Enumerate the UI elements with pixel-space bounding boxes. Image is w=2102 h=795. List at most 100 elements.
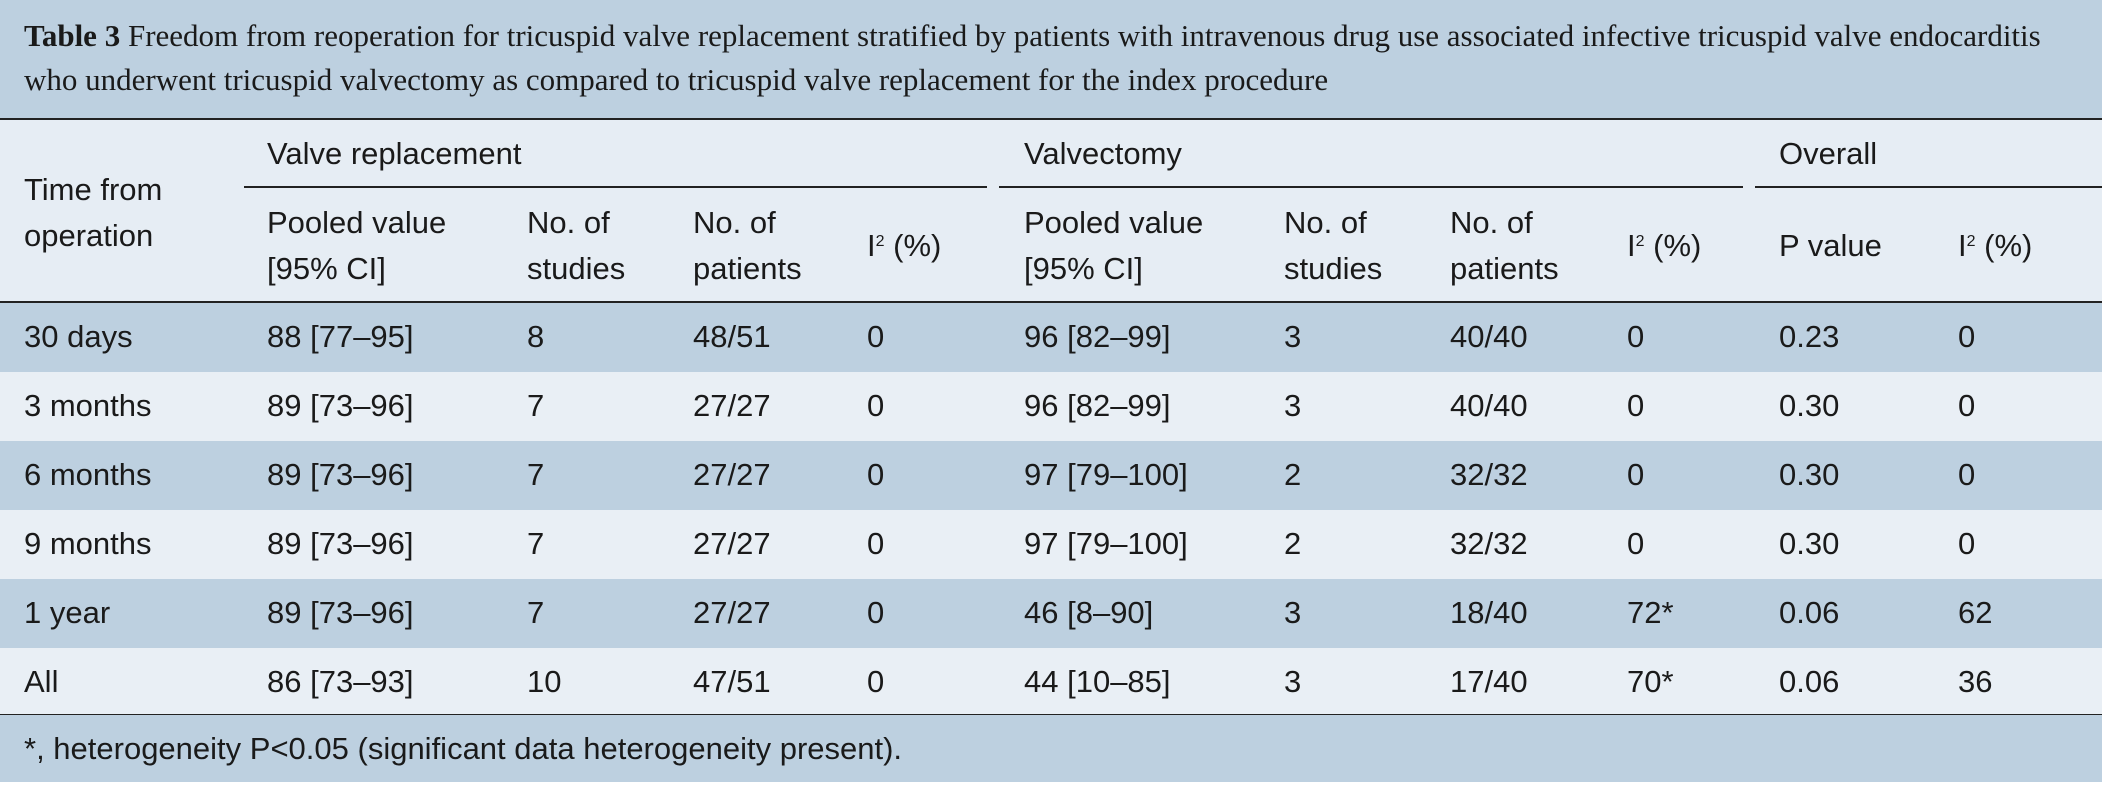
cell-vt-pooled: 44 [10–85] — [1024, 664, 1171, 699]
cell-vt-studies: 3 — [1284, 319, 1302, 354]
cell-vr-studies: 8 — [527, 319, 545, 354]
cell-vr-i2: 0 — [867, 388, 885, 423]
cell-vt-i2: 0 — [1627, 526, 1645, 561]
table-caption: Table 3 Freedom from reoperation for tri… — [0, 0, 2102, 119]
cell-vr-i2: 0 — [867, 526, 885, 561]
cell-vt-patients: 32/32 — [1450, 526, 1528, 561]
cell-vr-i2: 0 — [867, 664, 885, 699]
cell-vt-pooled: 46 [8–90] — [1024, 595, 1154, 630]
cell-vr-pooled: 88 [77–95] — [267, 319, 414, 354]
header-vt-i2-unit: (%) — [1644, 228, 1702, 263]
cell-vr-i2: 0 — [867, 595, 885, 630]
header-ov-i2: I2 (%) — [1958, 223, 2032, 275]
cell-vr-pooled: 86 [73–93] — [267, 664, 414, 699]
cell-time: 3 months — [24, 388, 152, 423]
rule-group-overall — [1755, 186, 2102, 188]
header-vt-no-patients: No. of patients — [1450, 205, 1559, 286]
cell-vr-i2: 0 — [867, 457, 885, 492]
cell-vt-studies: 3 — [1284, 388, 1302, 423]
header-time-from-operation: Time from operation — [24, 172, 163, 253]
table-row: 3 months 89 [73–96] 7 27/27 0 96 [82–99]… — [0, 372, 2102, 441]
cell-vr-studies: 7 — [527, 388, 545, 423]
header-vr-i2: I2 (%) — [867, 223, 941, 275]
cell-vr-pooled: 89 [73–96] — [267, 526, 414, 561]
header-vt-i2-letter: I — [1627, 228, 1636, 263]
cell-vt-patients: 32/32 — [1450, 457, 1528, 492]
cell-vr-pooled: 89 [73–96] — [267, 595, 414, 630]
cell-ov-i2: 0 — [1958, 457, 1976, 492]
table-footnote: *, heterogeneity P<0.05 (significant dat… — [0, 715, 2102, 782]
rule-top — [0, 118, 2102, 120]
cell-vt-i2: 72* — [1627, 595, 1674, 630]
cell-vt-patients: 18/40 — [1450, 595, 1528, 630]
cell-vr-studies: 7 — [527, 526, 545, 561]
cell-ov-i2: 0 — [1958, 526, 1976, 561]
header-group-valve-replacement: Valve replacement — [267, 136, 522, 171]
rule-group-valvectomy — [999, 186, 1743, 188]
table-row: 6 months 89 [73–96] 7 27/27 0 97 [79–100… — [0, 441, 2102, 510]
cell-time: 9 months — [24, 526, 152, 561]
cell-vt-pooled: 97 [79–100] — [1024, 457, 1188, 492]
cell-ov-i2: 0 — [1958, 319, 1976, 354]
header-vt-i2: I2 (%) — [1627, 223, 1701, 275]
header-vr-no-studies: No. of studies — [527, 205, 626, 286]
cell-vr-patients: 48/51 — [693, 319, 771, 354]
table-row: 1 year 89 [73–96] 7 27/27 0 46 [8–90] 3 … — [0, 579, 2102, 648]
cell-time: 30 days — [24, 319, 133, 354]
cell-vt-studies: 2 — [1284, 457, 1302, 492]
cell-vt-pooled: 96 [82–99] — [1024, 319, 1171, 354]
header-ov-i2-unit: (%) — [1975, 228, 2033, 263]
cell-ov-p: 0.06 — [1779, 664, 1840, 699]
cell-time: All — [24, 664, 59, 699]
rule-header-bottom — [0, 301, 2102, 303]
cell-vt-pooled: 96 [82–99] — [1024, 388, 1171, 423]
cell-vr-studies: 10 — [527, 664, 562, 699]
cell-vt-i2: 0 — [1627, 319, 1645, 354]
header-vt-pooled-value: Pooled value [95% CI] — [1024, 205, 1204, 286]
header-ov-i2-superscript: 2 — [1966, 233, 1976, 250]
cell-vt-i2: 0 — [1627, 457, 1645, 492]
cell-ov-i2: 0 — [1958, 388, 1976, 423]
header-ov-i2-letter: I — [1958, 228, 1967, 263]
cell-ov-p: 0.30 — [1779, 526, 1840, 561]
cell-vt-i2: 0 — [1627, 388, 1645, 423]
table-row: 9 months 89 [73–96] 7 27/27 0 97 [79–100… — [0, 510, 2102, 579]
cell-vr-patients: 27/27 — [693, 457, 771, 492]
table-label: Table 3 — [24, 18, 121, 53]
header-vt-i2-superscript: 2 — [1635, 233, 1645, 250]
header-vr-i2-unit: (%) — [884, 228, 942, 263]
table-row: All 86 [73–93] 10 47/51 0 44 [10–85] 3 1… — [0, 648, 2102, 717]
header-vr-no-patients: No. of patients — [693, 205, 802, 286]
cell-vt-studies: 2 — [1284, 526, 1302, 561]
cell-vt-patients: 40/40 — [1450, 388, 1528, 423]
header-vt-no-studies: No. of studies — [1284, 205, 1383, 286]
header-group-valvectomy: Valvectomy — [1024, 136, 1182, 171]
cell-vr-pooled: 89 [73–96] — [267, 457, 414, 492]
header-group-overall: Overall — [1779, 136, 1878, 171]
cell-vr-i2: 0 — [867, 319, 885, 354]
cell-vt-i2: 70* — [1627, 664, 1674, 699]
header-vr-i2-superscript: 2 — [875, 233, 885, 250]
cell-vr-pooled: 89 [73–96] — [267, 388, 414, 423]
cell-vr-patients: 27/27 — [693, 388, 771, 423]
table-caption-text: Freedom from reoperation for tricuspid v… — [24, 18, 2041, 97]
header-ov-p-value: P value — [1779, 228, 1882, 263]
cell-ov-p: 0.06 — [1779, 595, 1840, 630]
cell-ov-i2: 36 — [1958, 664, 1993, 699]
cell-vt-patients: 40/40 — [1450, 319, 1528, 354]
table-header — [0, 120, 2102, 303]
cell-vr-studies: 7 — [527, 595, 545, 630]
cell-vt-studies: 3 — [1284, 664, 1302, 699]
cell-vr-patients: 27/27 — [693, 526, 771, 561]
rule-group-valve-replacement — [244, 186, 987, 188]
cell-time: 1 year — [24, 595, 111, 630]
cell-ov-p: 0.30 — [1779, 388, 1840, 423]
cell-vr-patients: 27/27 — [693, 595, 771, 630]
cell-ov-p: 0.30 — [1779, 457, 1840, 492]
cell-time: 6 months — [24, 457, 152, 492]
header-vr-i2-letter: I — [867, 228, 876, 263]
cell-vt-studies: 3 — [1284, 595, 1302, 630]
cell-ov-i2: 62 — [1958, 595, 1993, 630]
header-vr-pooled-value: Pooled value [95% CI] — [267, 205, 447, 286]
